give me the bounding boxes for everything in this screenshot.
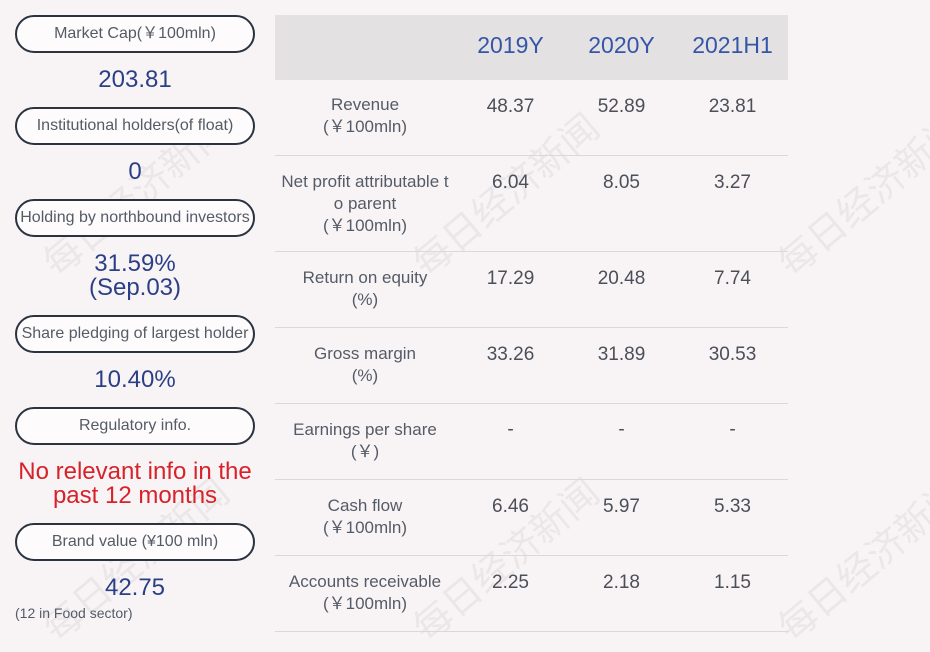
northbound-label: Holding by northbound investors [15,199,255,237]
cell-value: 20.48 [597,268,646,289]
metric-label: Revenue (￥100mln) [322,95,408,136]
cell-value: 52.89 [597,96,646,117]
watermark: 每日经济新闻 [769,105,930,286]
table-row: Earnings per share (￥) - - - [275,404,788,480]
cell-value: - [729,419,736,440]
brand-value-label: Brand value (¥100 mln) [15,523,255,561]
table-row: Gross margin (%) 33.26 31.89 30.53 [275,328,788,404]
share-pledging-value: 10.40% [94,366,176,393]
regulatory-value-line1: No relevant info in the [18,458,252,485]
regulatory-value-line2: past 12 months [52,482,218,509]
cell-value: - [507,419,514,440]
financial-table: 2019Y 2020Y 2021H1 Revenue (￥100mln) 48.… [275,15,788,632]
cell-value: 2.18 [603,572,640,593]
cell-value: 3.27 [714,172,751,193]
metric-label: Accounts receivable (￥100mln) [288,572,442,613]
cell-value: - [618,419,625,440]
metric-label: Net profit attributable t o parent (￥100… [281,172,449,235]
table-header: 2019Y 2020Y 2021H1 [275,15,788,80]
table-row: Accounts receivable (￥100mln) 2.25 2.18 … [275,556,788,632]
year-header: 2020Y [588,32,655,58]
metric-label: Gross margin (%) [313,344,417,385]
share-pledging-label: Share pledging of largest holder [15,315,255,353]
metric-label: Cash flow (￥100mln) [322,496,408,537]
cell-value: 6.04 [492,172,529,193]
cell-value: 8.05 [603,172,640,193]
cell-value: 6.46 [492,496,529,517]
institutional-holders-value: 0 [128,158,142,185]
metric-label: Earnings per share (￥) [293,420,437,461]
brand-sector-note: (12 in Food sector) [15,605,133,621]
cell-value: 5.97 [603,496,640,517]
cell-value: 30.53 [708,344,757,365]
market-cap-label: Market Cap(￥100mln) [15,15,255,53]
cell-value: 7.74 [714,268,751,289]
market-cap-value: 203.81 [98,66,172,93]
table-row: Revenue (￥100mln) 48.37 52.89 23.81 [275,80,788,156]
cell-value: 2.25 [492,572,529,593]
northbound-date: (Sep.03) [88,274,182,301]
year-header: 2019Y [477,32,544,58]
brand-value: 42.75 [104,574,166,601]
cell-value: 31.89 [597,344,646,365]
cell-value: 48.37 [486,96,535,117]
metric-label: Return on equity (%) [302,268,428,309]
cell-value: 5.33 [714,496,751,517]
year-header: 2021H1 [692,32,773,58]
northbound-value: 31.59% [94,250,176,277]
institutional-holders-label: Institutional holders(of float) [15,107,255,145]
cell-value: 1.15 [714,572,751,593]
cell-value: 33.26 [486,344,535,365]
table-row: Net profit attributable t o parent (￥100… [275,156,788,252]
regulatory-label: Regulatory info. [15,407,255,445]
cell-value: 23.81 [708,96,757,117]
watermark: 每日经济新闻 [769,470,930,651]
table-row: Cash flow (￥100mln) 6.46 5.97 5.33 [275,480,788,556]
cell-value: 17.29 [486,268,535,289]
table-row: Return on equity (%) 17.29 20.48 7.74 [275,252,788,328]
